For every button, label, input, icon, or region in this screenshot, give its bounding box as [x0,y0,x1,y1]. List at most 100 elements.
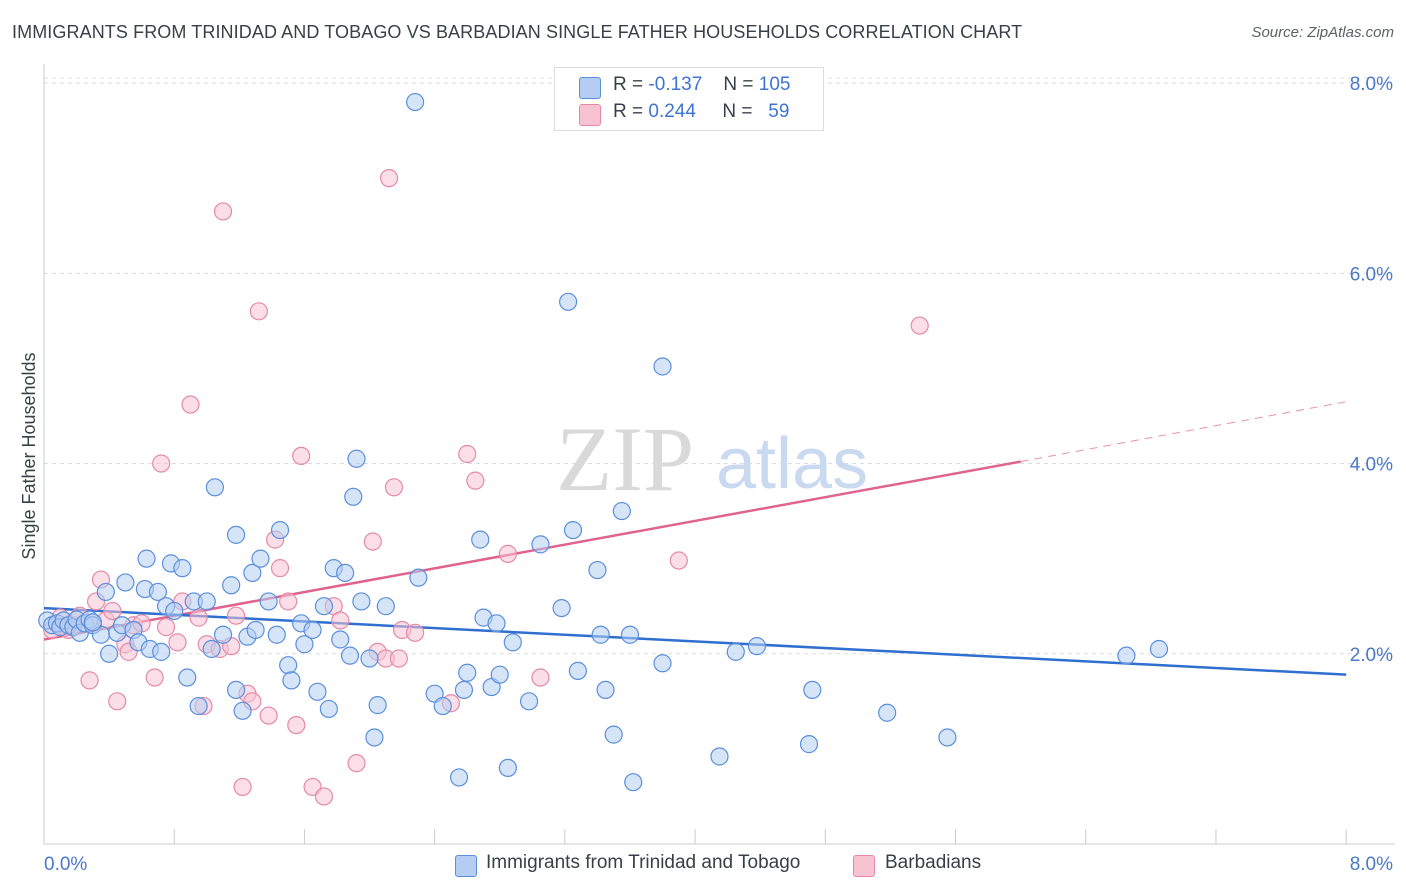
blue-point [303,620,322,640]
pink-point [108,692,127,711]
pink-point [189,608,208,627]
blue-point [559,292,578,311]
blue-point [213,625,233,644]
pink-point [669,551,688,570]
blue-point [620,625,640,644]
blue-point [433,696,452,716]
blue-swatch [579,77,601,99]
watermark-zip: ZIP [556,408,694,510]
blue-point [308,682,327,701]
blue-point [205,478,225,497]
blue-point [368,696,387,715]
blue-point [116,573,135,592]
blue-point [233,701,252,720]
blue-point [340,646,360,665]
blue-point [503,633,522,652]
n-value-pink: 59 [768,101,790,122]
blue-point [799,735,819,754]
legend-blue-swatch [455,855,477,877]
blue-point [490,665,509,684]
blue-point [344,487,363,506]
x-tick-label: 0.0% [44,854,87,875]
blue-point [612,501,631,521]
pink-trend-extension [1020,401,1347,463]
r-value-pink: 0.244 [648,101,696,122]
pink-point [156,618,176,637]
blue-point [454,680,474,700]
blue-point [710,747,729,766]
r-label: R = [613,74,644,95]
pink-point [259,706,278,725]
blue-point [259,592,278,611]
y-tick-label: 2.0% [1350,645,1393,666]
blue-point [519,692,539,711]
blue-point [568,661,587,680]
blue-point [319,699,338,719]
pink-point [181,395,200,414]
blue-point [449,768,469,787]
blue-point [878,703,897,722]
blue-point [1117,646,1136,665]
blue-point [83,613,102,632]
blue-point [314,597,334,616]
blue-point [222,576,241,595]
blue-point [1149,639,1169,659]
blue-point [251,549,270,568]
blue-point [406,92,425,112]
pink-point [249,302,268,321]
pink-point [279,592,298,611]
pink-point [213,202,233,221]
pink-point [270,559,290,578]
blue-point [458,663,477,682]
blue-points [38,92,1169,792]
pink-trend-line [43,460,1021,641]
blue-point [365,728,384,747]
pink-point [168,633,187,652]
n-label: N = [723,74,754,95]
blue-point [243,563,262,583]
blue-point [596,680,615,700]
blue-point [148,582,168,602]
blue-point [189,696,208,716]
blue-point [96,582,115,602]
blue-point [270,520,290,540]
pink-point [233,777,252,797]
blue-point [726,642,745,661]
pink-point [145,668,164,687]
blue-point [137,549,156,568]
n-value-blue: 105 [758,74,791,95]
blue-point [376,597,395,616]
blue-point [803,680,822,700]
blue-point [226,680,246,700]
pink-point [292,446,311,466]
pink-point [531,668,550,687]
pink-point [910,316,929,335]
blue-point [487,614,506,633]
blue-point [267,625,286,644]
blue-point [653,357,672,376]
blue-point [588,560,607,580]
blue-point [178,668,197,687]
blue-point [246,620,265,640]
blue-point [352,592,371,611]
blue-point [747,637,767,656]
blue-point [347,449,366,468]
pink-point [314,787,334,806]
y-tick-label: 6.0% [1350,264,1393,285]
legend-blue-label: Immigrants from Trinidad and Tobago [486,852,801,873]
blue-point [165,601,184,621]
r-label: R = [613,101,644,122]
y-tick-label: 8.0% [1350,74,1393,95]
tick-labels: 2.0% 4.0% 6.0% 8.0% 0.0% 8.0% [44,74,1393,875]
blue-point [331,630,350,649]
pink-point [80,671,99,690]
blue-point [100,644,119,663]
y-axis-title: Single Father Households [19,352,39,559]
blue-point [173,559,192,578]
blue-point [591,625,610,644]
blue-point [624,773,643,792]
legend-pink-swatch [853,855,875,877]
pink-point [287,715,306,735]
pink-point [226,606,246,625]
